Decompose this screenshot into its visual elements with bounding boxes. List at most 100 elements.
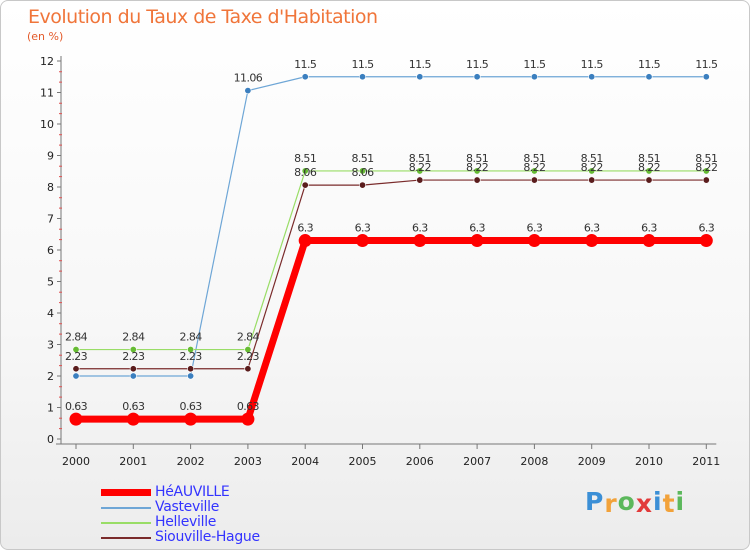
data-label: 2.84 [180, 331, 203, 344]
data-label: 2.84 [65, 331, 88, 344]
data-point [358, 73, 366, 81]
data-label: 8.22 [638, 161, 660, 174]
data-point [588, 176, 596, 184]
data-point [184, 412, 198, 426]
data-label: 0.63 [65, 400, 88, 413]
data-point [588, 167, 596, 175]
data-point [473, 167, 481, 175]
data-label: 8.22 [409, 161, 431, 174]
data-label: 2.23 [180, 350, 203, 363]
data-label: 6.3 [527, 222, 543, 235]
legend-label: HéAUVILLE [155, 484, 230, 500]
x-tick-label: 2002 [177, 455, 205, 468]
logo-letter: i [653, 487, 663, 516]
data-label: 8.51 [409, 152, 431, 165]
data-label: 8.06 [351, 166, 374, 179]
data-label: 8.51 [294, 152, 316, 165]
data-point [244, 365, 252, 373]
data-point [244, 346, 252, 354]
legend-swatch [101, 489, 151, 496]
data-label: 0.63 [180, 400, 203, 413]
x-tick-label: 2001 [119, 455, 147, 468]
data-label: 8.06 [294, 166, 317, 179]
y-tick-label: 6 [47, 244, 54, 257]
data-label: 8.51 [695, 152, 717, 165]
logo-letter: r [604, 489, 618, 518]
data-label: 6.3 [412, 222, 428, 235]
data-point [126, 412, 140, 426]
data-label: 11.5 [638, 58, 661, 71]
data-point [72, 346, 80, 354]
series-line-0 [76, 237, 707, 423]
data-point [416, 176, 424, 184]
legend-label: Vasteville [155, 499, 220, 515]
y-tick-label: 5 [47, 276, 54, 289]
data-point [301, 73, 309, 81]
data-point [413, 234, 427, 248]
y-tick-label: 7 [47, 213, 54, 226]
y-tick-label: 1 [47, 402, 54, 415]
data-point [585, 234, 599, 248]
y-tick-label: 11 [40, 87, 54, 100]
y-tick-label: 3 [47, 339, 54, 352]
y-tick-label: 12 [40, 55, 54, 68]
data-point [699, 234, 713, 248]
legend-label: Siouville-Hague [155, 529, 260, 545]
data-label: 8.51 [523, 152, 545, 165]
data-point [298, 234, 312, 248]
x-tick-label: 2010 [635, 455, 663, 468]
data-point [129, 346, 137, 354]
x-tick-label: 2011 [692, 455, 720, 468]
data-point [356, 234, 369, 248]
data-point [642, 234, 656, 248]
x-tick-label: 2007 [463, 455, 491, 468]
data-point [301, 181, 309, 189]
data-point [358, 167, 366, 175]
logo-letter: x [635, 489, 653, 518]
data-label: 6.3 [698, 222, 714, 235]
data-point [187, 372, 195, 380]
data-label: 8.22 [695, 161, 717, 174]
data-label: 0.63 [237, 400, 260, 413]
data-point [129, 365, 137, 373]
x-tick-label: 2009 [578, 455, 606, 468]
logo-letter: P [585, 487, 605, 516]
data-label: 11.5 [409, 58, 432, 71]
data-label: 2.84 [122, 331, 145, 344]
y-tick-label: 4 [47, 307, 54, 320]
data-label: 8.51 [351, 152, 373, 165]
data-point [645, 176, 653, 184]
data-point [530, 73, 538, 81]
legend-swatch [101, 537, 151, 539]
data-point [187, 365, 195, 373]
data-label: 2.84 [237, 331, 260, 344]
data-point [473, 73, 481, 81]
data-label: 11.5 [466, 58, 489, 71]
y-tick-label: 0 [47, 433, 54, 446]
data-label: 11.5 [523, 58, 546, 71]
y-tick-label: 10 [40, 118, 54, 131]
legend-swatch [101, 522, 151, 524]
data-label: 2.23 [237, 350, 260, 363]
data-label: 6.3 [584, 222, 600, 235]
data-point [416, 73, 424, 81]
x-tick-label: 2000 [62, 455, 90, 468]
x-tick-label: 2006 [406, 455, 434, 468]
series-line-2 [76, 170, 707, 351]
data-point [69, 412, 83, 426]
x-tick-label: 2003 [234, 455, 262, 468]
data-point [358, 181, 366, 189]
y-axis-unit: (en %) [27, 30, 64, 43]
data-label: 0.63 [122, 400, 145, 413]
data-label: 6.3 [641, 222, 657, 235]
data-point [72, 365, 80, 373]
data-point [702, 176, 710, 184]
data-point [588, 73, 596, 81]
legend-swatch [101, 507, 151, 509]
series-line-1 [76, 76, 707, 377]
data-label: 11.5 [695, 58, 718, 71]
data-point [416, 167, 424, 175]
y-tick-label: 2 [47, 370, 54, 383]
